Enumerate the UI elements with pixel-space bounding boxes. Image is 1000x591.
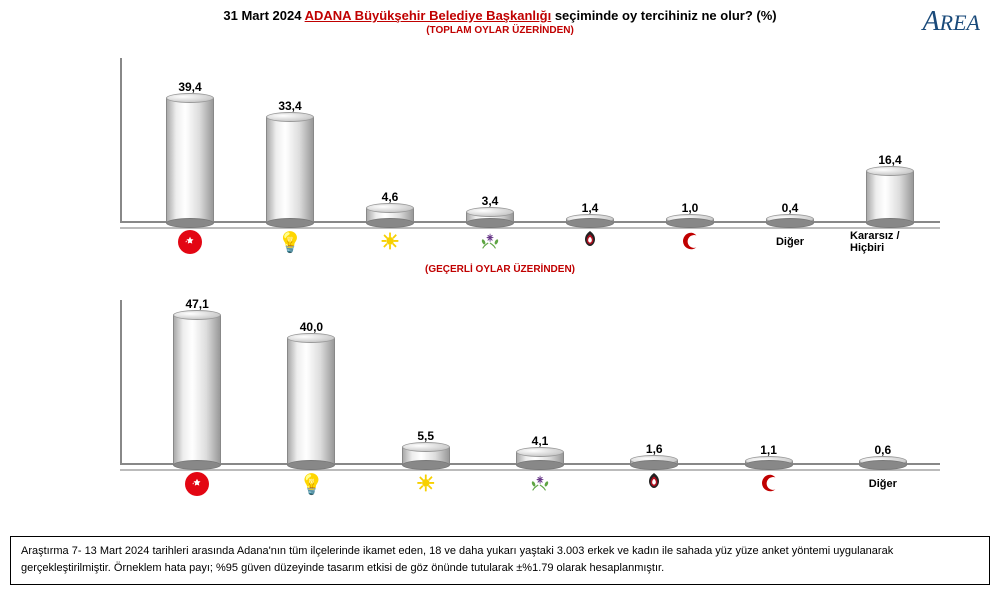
zafer-icon: [580, 229, 600, 256]
title-tail: seçiminde oy tercihiniz ne olur? (%): [555, 8, 777, 23]
icon-slot-zafer: [614, 471, 694, 498]
yrp-icon: [679, 230, 701, 255]
icon-slot-akp: 💡: [271, 472, 351, 497]
chart-total-votes: 39,4 33,4 4,6 3,4: [120, 48, 960, 258]
bar-zafer: 1,4: [550, 201, 630, 223]
bar-kararsiz: 16,4: [850, 153, 930, 223]
bar-cylinder: [630, 460, 678, 465]
bars-container: 39,4 33,4 4,6 3,4: [140, 58, 940, 223]
bars-container: 47,1 40,0 5,5 4,1: [140, 300, 940, 465]
bar-value-label: 4,6: [382, 190, 399, 204]
icon-slot-yrp: [650, 230, 730, 255]
bar-chp: 47,1: [157, 297, 237, 465]
icon-slot-iyi: ☀: [350, 229, 430, 255]
bar-cylinder: [745, 461, 793, 465]
icon-slot-chp: [150, 230, 230, 254]
iyi-icon: ☀: [416, 471, 436, 497]
icon-slot-zafer: [550, 229, 630, 256]
y-axis: [120, 58, 122, 223]
akp-icon: 💡: [278, 230, 303, 255]
dem-icon: [479, 230, 501, 255]
chp-icon: [178, 230, 202, 254]
bar-diger: 0,4: [750, 201, 830, 223]
title-highlight: ADANA Büyükşehir Belediye Başkanlığı: [305, 8, 552, 23]
methodology-footer: Araştırma 7- 13 Mart 2024 tarihleri aras…: [10, 536, 990, 585]
subtitle-2: (GEÇERLİ OYLAR ÜZERİNDEN): [0, 264, 1000, 275]
subtitle-1: (TOPLAM OYLAR ÜZERİNDEN): [20, 25, 980, 36]
bar-cylinder: [173, 315, 221, 465]
bar-value-label: 1,4: [582, 201, 599, 215]
bar-cylinder: [766, 219, 814, 223]
bar-value-label: 4,1: [532, 434, 549, 448]
bar-chp: 39,4: [150, 80, 230, 223]
bar-diger: 0,6: [843, 443, 923, 465]
title-date: 31 Mart 2024: [223, 8, 301, 23]
bar-cylinder: [402, 447, 450, 465]
bar-cylinder: [166, 98, 214, 223]
icons-row: 💡 ☀ Diğer: [140, 468, 940, 500]
bar-iyi: 4,6: [350, 190, 430, 223]
icon-slot-diger: Diğer: [750, 236, 830, 248]
bar-value-label: 1,6: [646, 442, 663, 456]
bar-value-label: 39,4: [178, 80, 201, 94]
bar-value-label: 1,1: [760, 443, 777, 457]
bar-akp: 40,0: [271, 320, 351, 465]
bar-cylinder: [516, 452, 564, 465]
bar-value-label: 33,4: [278, 99, 301, 113]
bar-value-label: 5,5: [417, 429, 434, 443]
icon-slot-akp: 💡: [250, 230, 330, 255]
bar-value-label: 3,4: [482, 194, 499, 208]
bar-value-label: 40,0: [300, 320, 323, 334]
zafer-icon: [644, 471, 664, 498]
bar-cylinder: [287, 338, 335, 465]
y-axis: [120, 300, 122, 465]
icon-slot-dem: [500, 472, 580, 497]
bar-yrp: 1,0: [650, 201, 730, 223]
dem-icon: [529, 472, 551, 497]
logo: AREA: [923, 6, 980, 38]
bar-value-label: 47,1: [185, 297, 208, 311]
bar-cylinder: [566, 219, 614, 223]
icon-slot-iyi: ☀: [386, 471, 466, 497]
bar-value-label: 0,4: [782, 201, 799, 215]
header: 31 Mart 2024 ADANA Büyükşehir Belediye B…: [0, 0, 1000, 38]
chp-icon: [185, 472, 209, 496]
icon-slot-chp: [157, 472, 237, 496]
bar-cylinder: [866, 171, 914, 223]
bar-dem: 4,1: [500, 434, 580, 465]
icon-slot-dem: [450, 230, 530, 255]
bar-akp: 33,4: [250, 99, 330, 223]
bar-value-label: 0,6: [874, 443, 891, 457]
icon-slot-yrp: [729, 472, 809, 497]
bar-dem: 3,4: [450, 194, 530, 223]
icon-slot-kararsiz: Kararsız / Hiçbiri: [850, 230, 930, 254]
bar-zafer: 1,6: [614, 442, 694, 465]
bar-yrp: 1,1: [729, 443, 809, 465]
icons-row: 💡 ☀ Diğer Kararsız / Hiçbiri: [140, 226, 940, 258]
bar-cylinder: [266, 117, 314, 223]
yrp-icon: [758, 472, 780, 497]
bar-cylinder: [859, 461, 907, 465]
bar-cylinder: [366, 208, 414, 223]
bar-cylinder: [466, 212, 514, 223]
iyi-icon: ☀: [380, 229, 400, 255]
chart-valid-votes: 47,1 40,0 5,5 4,1: [120, 300, 960, 500]
bar-value-label: 1,0: [682, 201, 699, 215]
bar-cylinder: [666, 219, 714, 223]
bar-value-label: 16,4: [878, 153, 901, 167]
akp-icon: 💡: [299, 472, 324, 497]
bar-iyi: 5,5: [386, 429, 466, 465]
icon-slot-diger: Diğer: [843, 478, 923, 490]
chart-title: 31 Mart 2024 ADANA Büyükşehir Belediye B…: [20, 8, 980, 23]
